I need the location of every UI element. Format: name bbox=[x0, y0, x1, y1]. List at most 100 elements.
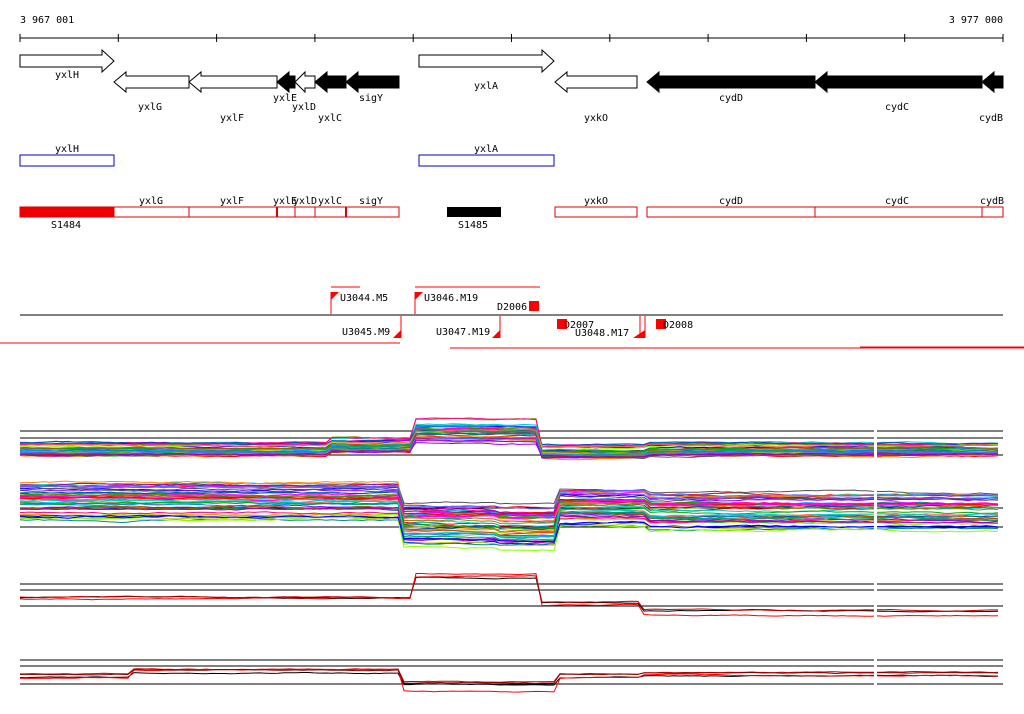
panel-3-lines bbox=[19, 573, 999, 617]
tu-label-D2008: D2008 bbox=[663, 320, 693, 331]
tu-label-U3047: U3047.M19 bbox=[436, 327, 490, 338]
minus-label-cydB: cydB bbox=[980, 196, 1004, 207]
plus-label-yxlA: yxlA bbox=[474, 144, 498, 155]
tu-label-U3045: U3045.M9 bbox=[342, 327, 390, 338]
minus-box-cyd[interactable] bbox=[646, 206, 1004, 218]
expression-line bbox=[20, 516, 999, 552]
minus-label-yxlG: yxlG bbox=[139, 196, 163, 207]
expression-line bbox=[19, 515, 999, 543]
tu-flag-U3048[interactable] bbox=[633, 330, 645, 338]
tu-label-U3048: U3048.M17 bbox=[575, 328, 629, 339]
segment-label-S1485: S1485 bbox=[458, 220, 488, 231]
tu-label-D2006: D2006 bbox=[497, 302, 527, 313]
tu-block-D2006[interactable] bbox=[529, 301, 539, 311]
gene-arrow-cydC[interactable] bbox=[814, 70, 983, 94]
gene-label-cydB: cydB bbox=[979, 113, 1003, 124]
tu-flag-U3046[interactable] bbox=[415, 292, 423, 300]
tu-block-D2008[interactable] bbox=[656, 319, 666, 329]
panel-2-lines bbox=[19, 480, 999, 552]
expression-panel-3 bbox=[19, 573, 1003, 617]
expression-line bbox=[19, 573, 999, 617]
gene-arrow-yxlC[interactable] bbox=[314, 70, 347, 94]
gene-label-yxlE: yxlE bbox=[273, 93, 297, 104]
expression-line bbox=[20, 668, 999, 683]
minus-label-yxlE: yxlE bbox=[273, 196, 297, 207]
coordinate-ruler: 3 967 001 3 977 000 bbox=[19, 15, 1004, 42]
minus-box-left[interactable] bbox=[113, 206, 400, 218]
tu-flag-U3047[interactable] bbox=[492, 330, 500, 338]
expression-line bbox=[19, 499, 999, 538]
minus-box-yxkO[interactable] bbox=[554, 206, 638, 218]
expression-line bbox=[19, 495, 999, 516]
gene-label-yxlH: yxlH bbox=[55, 70, 79, 81]
minus-label-cydD: cydD bbox=[719, 196, 743, 207]
expression-line bbox=[19, 668, 999, 685]
plus-box-yxlH[interactable] bbox=[19, 154, 115, 167]
ruler-ticks bbox=[19, 34, 1004, 42]
expression-line bbox=[19, 504, 999, 543]
tu-label-D2007: D2007 bbox=[564, 320, 594, 331]
gene-arrow-yxlH[interactable] bbox=[19, 48, 115, 74]
expression-line bbox=[19, 576, 999, 613]
gene-track: yxlH yxlG yxlF yxlE yxlD yxlC sigY yxlA … bbox=[19, 48, 1004, 124]
plus-box-yxlA[interactable] bbox=[418, 154, 555, 167]
gene-arrow-cydD[interactable] bbox=[646, 70, 816, 94]
expression-line bbox=[19, 493, 999, 519]
expression-line bbox=[19, 493, 999, 520]
gene-label-yxlA: yxlA bbox=[474, 81, 498, 92]
tu-label-U3046: U3046.M19 bbox=[424, 293, 478, 304]
tu-label-U3044: U3044.M5 bbox=[340, 293, 388, 304]
minus-label-yxlC: yxlC bbox=[318, 196, 342, 207]
gene-arrow-sigY[interactable] bbox=[345, 70, 400, 94]
plus-label-yxlH: yxlH bbox=[55, 144, 79, 155]
gene-label-yxkO: yxkO bbox=[584, 113, 608, 124]
gene-label-yxlD: yxlD bbox=[292, 102, 316, 113]
segment-S1484[interactable] bbox=[19, 206, 115, 218]
tu-block-D2007[interactable] bbox=[557, 319, 567, 329]
expression-panel-1 bbox=[19, 417, 1003, 461]
panel-gap bbox=[874, 428, 877, 698]
gene-label-yxlF: yxlF bbox=[220, 113, 244, 124]
expression-line bbox=[19, 484, 999, 510]
gene-arrow-yxlG[interactable] bbox=[113, 70, 190, 94]
minus-label-yxlF: yxlF bbox=[220, 196, 244, 207]
gene-label-yxlG: yxlG bbox=[138, 102, 162, 113]
expression-line bbox=[19, 507, 999, 545]
expression-line bbox=[19, 497, 999, 527]
end-coordinate: 3 977 000 bbox=[949, 15, 1003, 26]
gene-arrow-yxlF[interactable] bbox=[188, 70, 278, 94]
panel-4-lines bbox=[19, 668, 999, 693]
panel-1-lines bbox=[19, 417, 999, 461]
segment-label-S1484: S1484 bbox=[51, 220, 81, 231]
transcription-unit-track: U3044.M5 U3046.M19 D2006 U3045.M9 U3047.… bbox=[0, 286, 1024, 349]
gene-label-sigY: sigY bbox=[359, 93, 383, 104]
minus-label-yxkO: yxkO bbox=[584, 196, 608, 207]
expression-line bbox=[19, 428, 999, 448]
minus-label-cydC: cydC bbox=[885, 196, 909, 207]
tu-flag-U3044[interactable] bbox=[331, 292, 339, 300]
gene-arrow-yxlA[interactable] bbox=[418, 48, 555, 74]
expression-line bbox=[19, 492, 999, 533]
gene-arrow-cydB[interactable] bbox=[981, 70, 1004, 94]
start-coordinate: 3 967 001 bbox=[20, 15, 74, 26]
expression-line bbox=[19, 487, 999, 517]
gene-arrow-yxlE[interactable] bbox=[276, 70, 296, 94]
minus-label-yxlD: yxlD bbox=[293, 196, 317, 207]
gene-arrow-yxlD[interactable] bbox=[294, 70, 316, 94]
expression-line bbox=[19, 436, 999, 457]
expression-line bbox=[19, 432, 999, 460]
expression-panel-2 bbox=[19, 480, 1003, 552]
tu-flag-U3045[interactable] bbox=[393, 330, 401, 338]
minus-strand-track: S1484 yxlG yxlF yxlE yxlD yxlC sigY S148… bbox=[19, 196, 1004, 231]
expression-line bbox=[19, 575, 998, 612]
gene-label-cydD: cydD bbox=[719, 93, 743, 104]
expression-line bbox=[19, 502, 999, 539]
gene-label-yxlC: yxlC bbox=[318, 113, 342, 124]
expression-line bbox=[19, 513, 999, 538]
expression-line bbox=[19, 430, 999, 453]
segment-S1485[interactable] bbox=[447, 207, 501, 217]
gene-arrow-yxkO[interactable] bbox=[554, 70, 638, 94]
gene-label-cydC: cydC bbox=[885, 102, 909, 113]
minus-label-sigY: sigY bbox=[359, 196, 383, 207]
